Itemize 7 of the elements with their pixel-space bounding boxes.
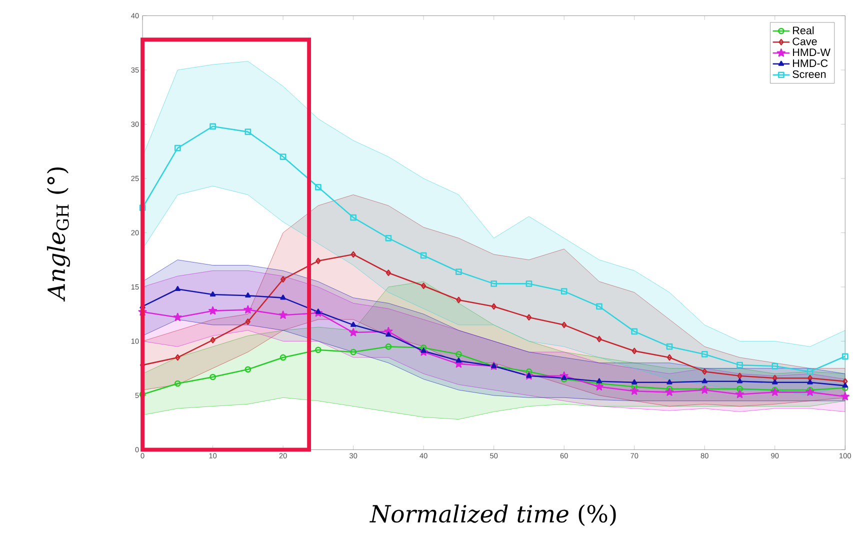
legend-label: HMD-W [793, 48, 830, 56]
y-axis-title: Angle$_{GH}$ (°) [46, 167, 70, 302]
legend-label: Real [793, 26, 814, 34]
legend-label: Screen [792, 70, 826, 78]
legend-label: Cave [792, 38, 817, 46]
legend-label: HMD-C [793, 59, 828, 67]
x-axis-title: Normalized time (%) [370, 504, 616, 526]
